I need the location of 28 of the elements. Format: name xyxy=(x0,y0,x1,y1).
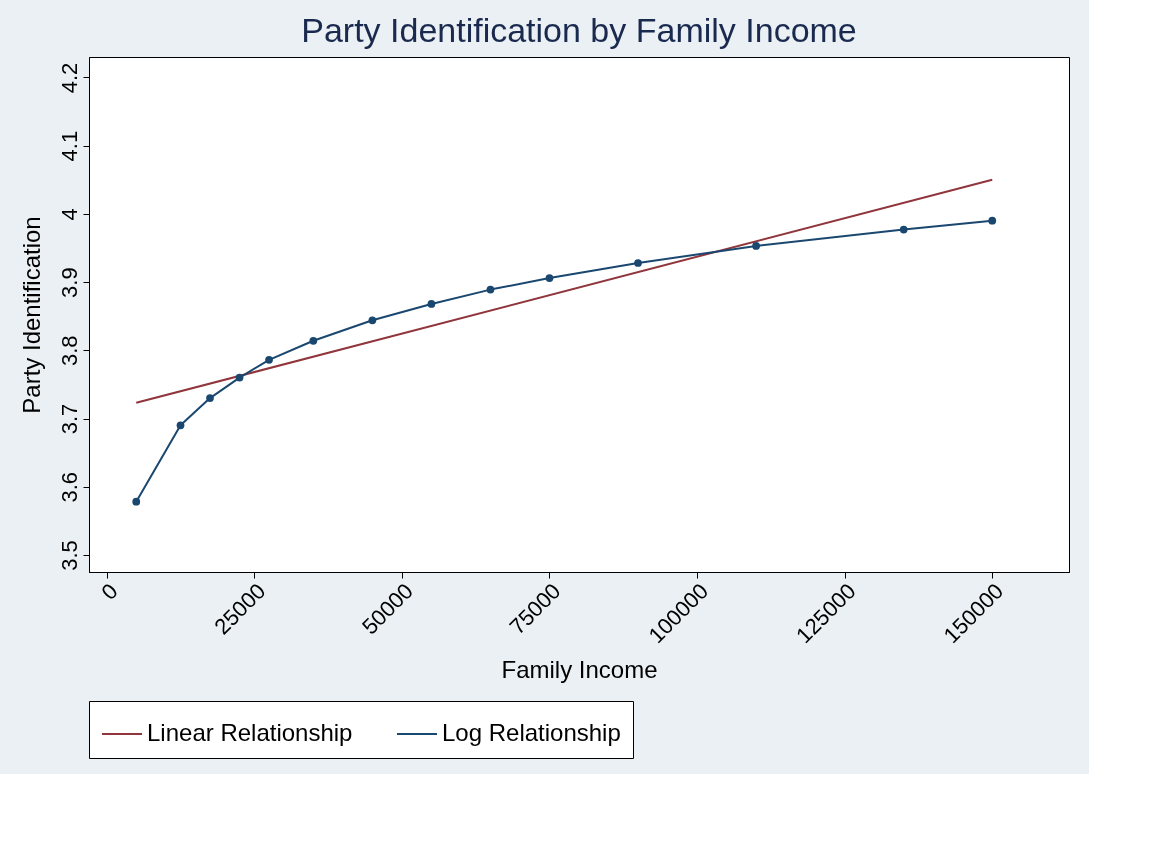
point xyxy=(899,225,908,234)
y-tick-label: 4.1 xyxy=(56,130,82,162)
y-tick-label: 4 xyxy=(56,208,82,221)
y-tick-label: 4.2 xyxy=(56,62,82,94)
point xyxy=(176,421,185,430)
x-axis-title: Family Income xyxy=(501,656,658,684)
point xyxy=(988,216,997,225)
point xyxy=(752,242,760,250)
point xyxy=(309,336,318,345)
point xyxy=(545,274,554,282)
point xyxy=(634,259,642,267)
legend-label: Linear Relationship xyxy=(147,719,353,746)
y-tick-label: 3.7 xyxy=(56,403,82,435)
point xyxy=(368,316,377,325)
chart-title: Party Identification by Family Income xyxy=(301,11,857,49)
y-tick-label: 3.9 xyxy=(56,267,82,298)
y-tick-label: 3.8 xyxy=(56,335,82,367)
y-axis-title: Party Identification xyxy=(17,216,45,414)
point xyxy=(235,373,244,382)
legend-label: Log Relationship xyxy=(442,719,621,746)
y-tick-label: 3.6 xyxy=(56,471,82,503)
point xyxy=(132,497,141,506)
point xyxy=(265,356,273,364)
point xyxy=(486,285,495,294)
x-tick-label: 0 xyxy=(96,578,123,605)
point xyxy=(206,394,214,402)
point xyxy=(427,300,436,308)
y-tick-label: 3.5 xyxy=(56,540,82,571)
